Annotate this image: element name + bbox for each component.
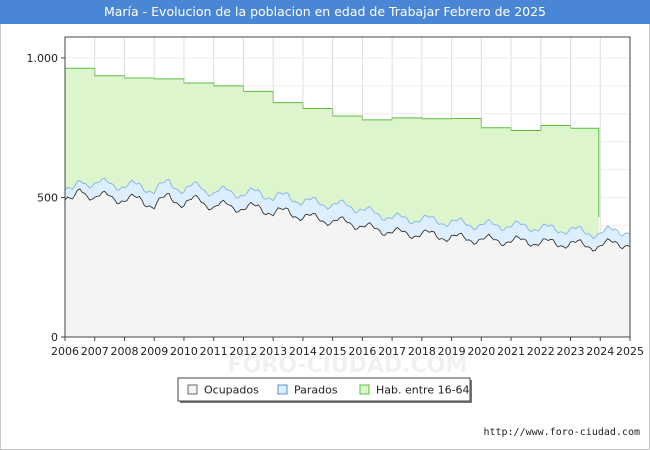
x-tick-label: 2013: [259, 345, 287, 358]
watermark-text: FORO-CIUDAD.COM: [228, 353, 468, 378]
legend-label: Parados: [294, 384, 338, 397]
x-tick-label: 2022: [527, 345, 555, 358]
x-tick-label: 2025: [616, 345, 644, 358]
series-line-ocupados: [64, 188, 631, 252]
legend-label: Ocupados: [204, 384, 259, 397]
x-tick-label: 2018: [408, 345, 436, 358]
x-tick-label: 2006: [51, 345, 79, 358]
x-tick-label: 2020: [467, 345, 495, 358]
y-axis-ticks: 0 500 1.000: [27, 52, 65, 344]
x-tick-label: 2007: [81, 345, 109, 358]
y-tick-label: 0: [51, 331, 58, 344]
x-tick-label: 2019: [438, 345, 466, 358]
x-tick-label: 2016: [348, 345, 376, 358]
x-tick-label: 2014: [289, 345, 317, 358]
legend-label: Hab. entre 16-64: [376, 384, 470, 397]
chart-title: María - Evolucion de la poblacion en eda…: [0, 0, 650, 24]
series-line-parados: [64, 177, 631, 239]
x-tick-label: 2009: [140, 345, 168, 358]
legend-box: [177, 377, 471, 402]
source-url: http://www.foro-ciudad.com: [483, 427, 640, 438]
x-axis-ticks: 2006 2007 2008 2009 2010 2011 2012 2013 2014 2015…: [51, 337, 644, 358]
legend-swatch: [277, 384, 288, 395]
watermark: FORO-CIUDAD.COM: [228, 353, 468, 378]
x-tick-label: 2012: [229, 345, 257, 358]
legend: Ocupados Parados Hab. entre 16-64: [177, 377, 472, 403]
x-tick-label: 2017: [378, 345, 406, 358]
x-tick-label: 2015: [319, 345, 347, 358]
plot-border: [64, 36, 631, 338]
x-tick-label: 2023: [557, 345, 585, 358]
x-tick-label: 2021: [497, 345, 525, 358]
y-tick-label: 1.000: [27, 52, 59, 65]
y-tick-label: 500: [37, 191, 58, 204]
x-tick-label: 2008: [110, 345, 138, 358]
data-areas: [64, 67, 631, 338]
legend-swatch: [359, 384, 370, 395]
series-area-ocupados: [65, 188, 630, 337]
x-tick-label: 2011: [200, 345, 228, 358]
x-tick-label: 2024: [586, 345, 614, 358]
legend-swatch: [187, 384, 198, 395]
x-tick-label: 2010: [170, 345, 198, 358]
